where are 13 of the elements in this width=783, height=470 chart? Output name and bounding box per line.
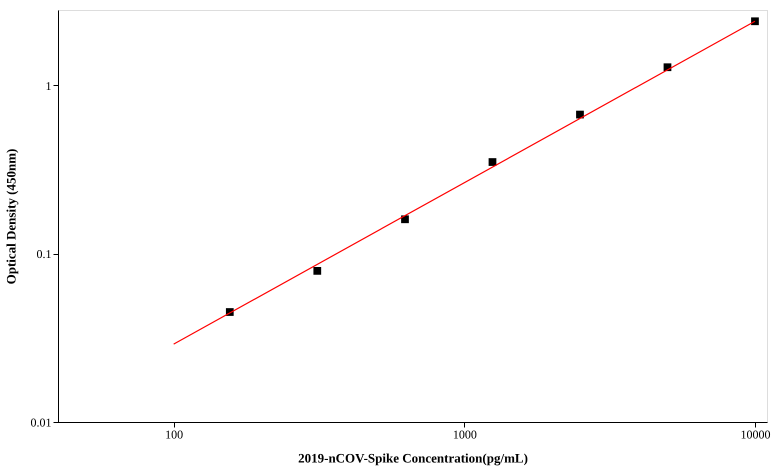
point (401, 215, 409, 224)
x-tick-label: 100 (165, 428, 184, 442)
point (751, 17, 759, 26)
x-tick-label: 1000 (452, 428, 477, 442)
y-tick-label: 0.1 (36, 247, 52, 262)
point (313, 267, 322, 275)
y-tick-label: 1 (46, 78, 52, 93)
x-axis-title: 2019-nCOV-Spike Concentration(pg/mL) (298, 450, 528, 466)
y-tick-label: 0.01 (30, 416, 52, 430)
y-axis-title: Optical Density (450nm) (4, 148, 18, 284)
x-tick-label: 10000 (740, 428, 770, 442)
point (488, 158, 496, 166)
point (576, 110, 584, 118)
